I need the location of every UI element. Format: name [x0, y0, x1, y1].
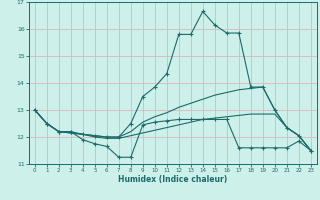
- X-axis label: Humidex (Indice chaleur): Humidex (Indice chaleur): [118, 175, 228, 184]
